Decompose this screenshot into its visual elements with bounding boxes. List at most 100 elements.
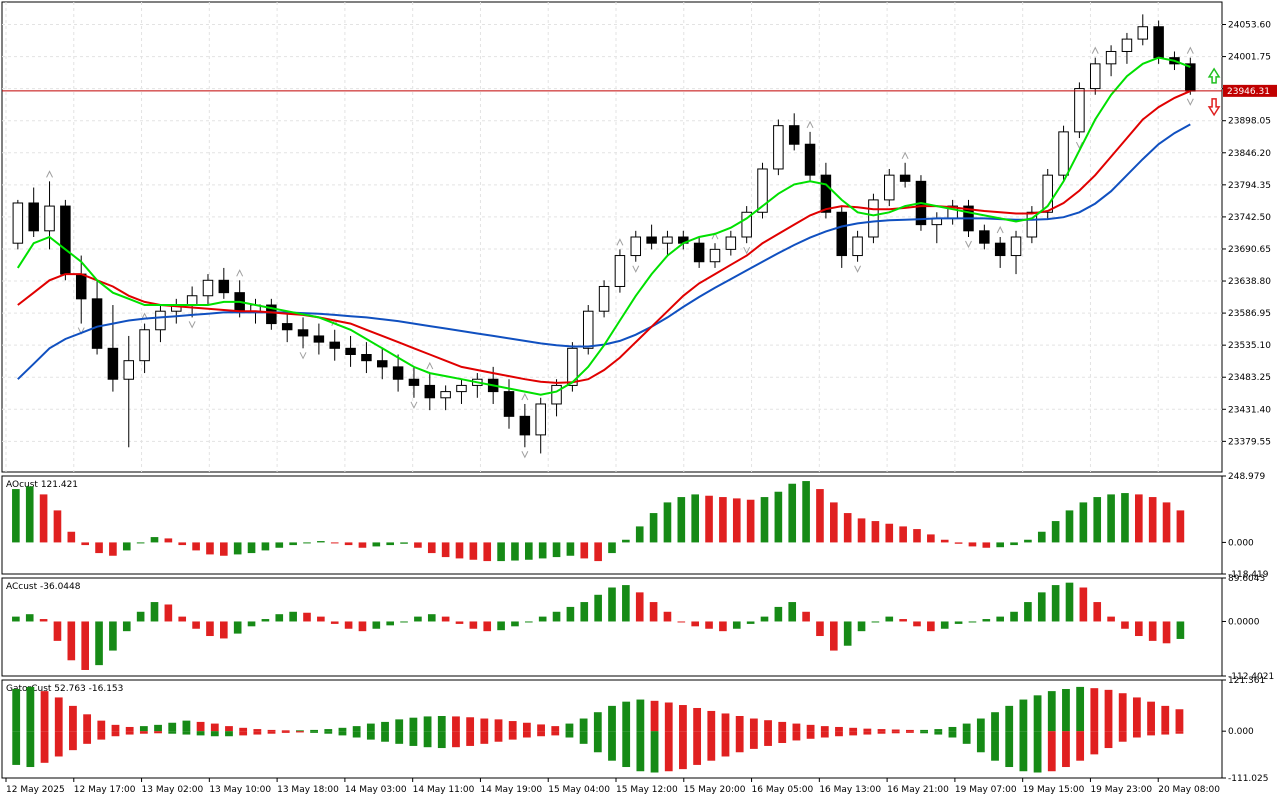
histogram-bar: [427, 542, 436, 554]
histogram-bar: [816, 621, 824, 637]
gator-upper-bar: [1076, 686, 1085, 732]
gator-lower-bar: [593, 731, 602, 753]
gator-upper-bar: [820, 726, 829, 732]
gator-lower-bar: [466, 731, 475, 746]
candle-body: [535, 403, 546, 436]
gator-upper-bar: [934, 729, 943, 732]
gator-upper-bar: [806, 724, 815, 732]
histogram-bar: [39, 619, 48, 622]
gator-upper-bar: [976, 718, 985, 732]
ma-mid-line: [17, 90, 1191, 384]
histogram-bar: [317, 541, 325, 543]
candle-body: [202, 279, 214, 297]
gator-lower-bar: [991, 731, 999, 761]
gator-upper-bar: [792, 723, 801, 732]
gator-lower-bar: [480, 731, 489, 744]
gator-upper-bar: [296, 730, 304, 732]
histogram-bar: [622, 585, 630, 622]
price-pane-frame: [1, 1, 1223, 473]
histogram-bar: [1148, 621, 1157, 641]
gator-upper-bar: [196, 721, 205, 732]
gator-upper-bar: [906, 729, 914, 732]
gator-lower-bar: [636, 731, 645, 772]
gator-upper-bar: [83, 714, 92, 732]
gator-lower-bar: [12, 731, 21, 765]
gator-upper-bar: [366, 723, 375, 732]
histogram-bar: [330, 542, 339, 544]
gator-lower-bar: [139, 731, 148, 734]
histogram-bar: [220, 542, 228, 556]
ao-indicator-pane[interactable]: 248.979 0.000 -118.419 AOcust 121.421: [1, 472, 1269, 580]
histogram-bar: [1079, 502, 1088, 543]
gator-lower-bar: [976, 731, 985, 753]
histogram-bar: [1079, 587, 1088, 622]
candle-body: [503, 391, 515, 417]
gator-lower-bar: [253, 731, 262, 735]
histogram-bar: [732, 498, 741, 543]
indicator-title: GatorCust 52.763 -16.153: [6, 684, 123, 694]
gator-upper-bar: [962, 723, 971, 732]
histogram-bar: [954, 542, 963, 544]
candle-body: [44, 205, 55, 232]
candle-body: [123, 360, 135, 380]
candle-body: [218, 279, 230, 294]
gator-upper-bar: [508, 721, 517, 732]
histogram-bar: [358, 542, 367, 548]
histogram-bar: [871, 621, 880, 623]
candle-body: [1074, 88, 1085, 133]
gator-lower-bar: [125, 731, 134, 735]
histogram-bar: [344, 542, 353, 546]
histogram-bar: [525, 542, 533, 560]
gator-upper-bar: [437, 715, 446, 732]
histogram-bar: [760, 497, 769, 543]
gator-lower-bar: [352, 731, 361, 738]
histogram-bar: [1121, 493, 1129, 543]
price-tick-label: 23483.25: [1228, 373, 1271, 383]
gator-lower-bar: [281, 731, 290, 733]
fractal-down-marker: [1186, 98, 1194, 106]
gator-lower-bar: [849, 731, 858, 736]
histogram-bar: [414, 616, 422, 622]
gator-upper-bar: [608, 705, 616, 732]
price-tick-label: 23742.50: [1228, 213, 1271, 223]
histogram-bar: [705, 495, 713, 543]
ac-indicator-pane[interactable]: 89.6043 0.0000 -112.4021 ACcust -36.0448: [1, 574, 1274, 682]
gator-upper-bar: [26, 686, 35, 732]
candle-body: [345, 347, 356, 356]
gator-lower-bar: [1047, 731, 1056, 772]
histogram-bar: [1148, 497, 1157, 543]
gator-lower-bar: [749, 731, 758, 749]
candle-body: [392, 366, 404, 380]
gator-lower-bar: [97, 731, 106, 740]
fractal-up-marker: [806, 120, 814, 129]
histogram-bar: [705, 621, 713, 629]
gator-lower-bar: [196, 731, 205, 736]
fractal-up-marker: [616, 238, 624, 246]
gator-lower-bar: [920, 731, 928, 734]
histogram-bar: [358, 621, 367, 632]
gator-upper-bar: [1005, 705, 1014, 732]
fractal-down-marker: [854, 265, 862, 273]
histogram-bar: [150, 537, 159, 543]
histogram-bar: [455, 621, 464, 624]
histogram-bar: [1162, 621, 1171, 644]
price-pane[interactable]: 24053.6024001.7523949.9023898.0523846.20…: [1, 1, 1277, 473]
gator-lower-bar: [423, 731, 432, 748]
histogram-bar: [691, 494, 699, 543]
price-tick-label: 23379.55: [1228, 437, 1271, 447]
gator-upper-bar: [466, 717, 475, 732]
gator-upper-bar: [1062, 689, 1070, 732]
time-tick-label: 12 May 2025: [6, 785, 65, 795]
histogram-bar: [497, 621, 505, 631]
candle-body: [155, 310, 166, 331]
candle-body: [709, 248, 721, 263]
histogram-bar: [289, 611, 297, 622]
gator-lower-bar: [792, 731, 801, 741]
gator-lower-bar: [948, 731, 957, 738]
gator-indicator-pane[interactable]: 121.361 0.000 -111.025 GatorCust 52.763 -16…: [1, 676, 1268, 784]
candle-body: [757, 168, 768, 213]
gator-upper-bar: [522, 722, 531, 732]
fractal-up-marker: [1091, 46, 1099, 54]
histogram-bar: [1065, 582, 1074, 622]
